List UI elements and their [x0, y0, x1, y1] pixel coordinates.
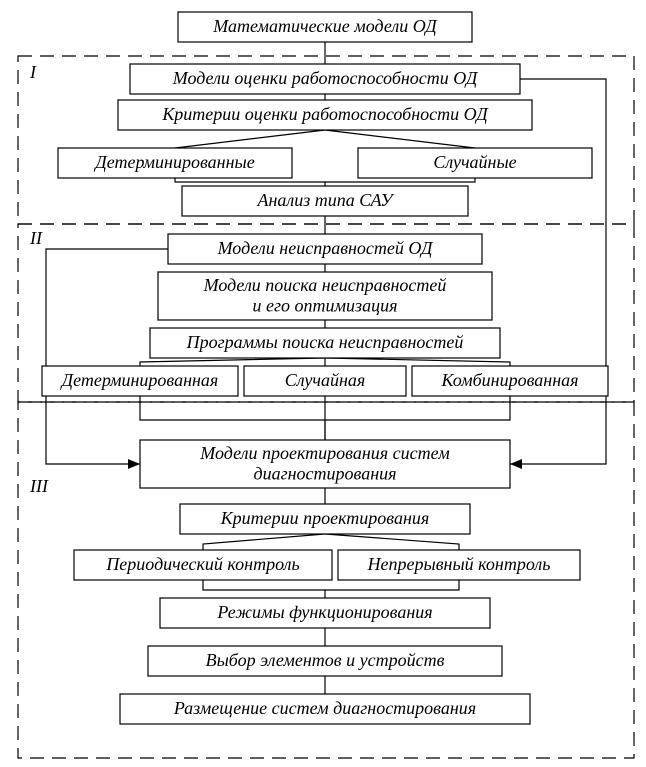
node-N1: Модели оценки работоспособности ОД: [130, 64, 520, 94]
node-N11: Комбинированная: [412, 366, 608, 396]
node-N8: Программы поиска неисправностей: [150, 328, 500, 358]
node-N4: Случайные: [358, 148, 592, 178]
node-label: Детерминированные: [93, 152, 254, 172]
node-label: Математические модели ОД: [212, 16, 438, 36]
node-label: Модели неисправностей ОД: [217, 238, 434, 258]
section-label: I: [29, 62, 37, 82]
node-N12: Модели проектирования системдиагностиров…: [140, 440, 510, 488]
node-N10: Случайная: [244, 366, 406, 396]
node-label: диагностирования: [253, 463, 396, 483]
section-label: III: [29, 476, 49, 496]
node-label: Модели проектирования систем: [199, 443, 450, 463]
node-label: Детерминированная: [60, 370, 219, 390]
node-N2: Критерии оценки работоспособности ОД: [118, 100, 532, 130]
section-label: II: [29, 228, 43, 248]
node-N7: Модели поиска неисправностейи его оптими…: [158, 272, 492, 320]
node-label: Случайная: [285, 370, 366, 390]
node-label: Модели оценки работоспособности ОД: [172, 68, 479, 88]
node-N3: Детерминированные: [58, 148, 292, 178]
node-label: Программы поиска неисправностей: [186, 332, 464, 352]
node-label: Комбинированная: [441, 370, 579, 390]
node-N17: Выбор элементов и устройств: [148, 646, 502, 676]
node-N18: Размещение систем диагностирования: [120, 694, 530, 724]
node-label: Критерии оценки работоспособности ОД: [161, 104, 489, 124]
node-label: Выбор элементов и устройств: [206, 650, 445, 670]
node-label: Периодический контроль: [105, 554, 299, 574]
node-N16: Режимы функционирования: [160, 598, 490, 628]
node-label: Случайные: [433, 152, 516, 172]
node-label: и его оптимизация: [253, 295, 398, 315]
node-N9: Детерминированная: [42, 366, 238, 396]
flowchart: IIIIIIМатематические модели ОДМодели оце…: [0, 0, 646, 767]
node-N14: Периодический контроль: [74, 550, 332, 580]
node-N15: Непрерывный контроль: [338, 550, 580, 580]
node-label: Критерии проектирования: [220, 508, 430, 528]
node-label: Размещение систем диагностирования: [173, 698, 476, 718]
node-label: Модели поиска неисправностей: [203, 275, 447, 295]
node-label: Режимы функционирования: [216, 602, 432, 622]
node-N13: Критерии проектирования: [180, 504, 470, 534]
node-N5: Анализ типа САУ: [182, 186, 468, 216]
node-label: Непрерывный контроль: [367, 554, 551, 574]
node-N6: Модели неисправностей ОД: [168, 234, 482, 264]
node-label: Анализ типа САУ: [256, 190, 394, 210]
node-N0: Математические модели ОД: [178, 12, 472, 42]
